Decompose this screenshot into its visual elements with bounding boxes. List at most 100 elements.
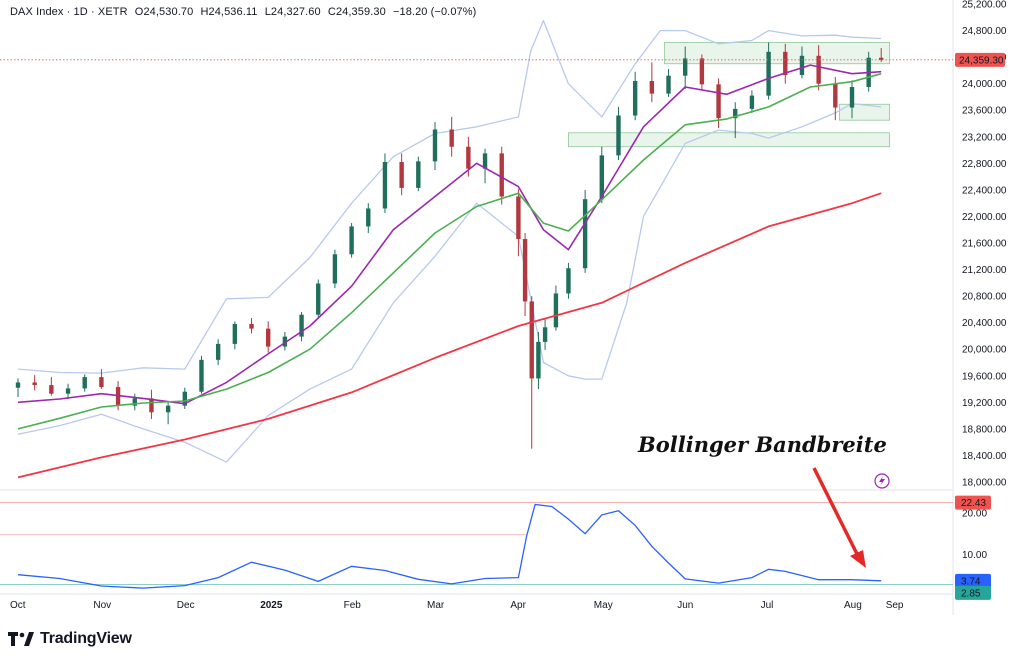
candle-up bbox=[542, 327, 548, 342]
candle-up bbox=[349, 226, 354, 255]
candle-up bbox=[432, 129, 438, 162]
time-tick-label: Apr bbox=[510, 600, 526, 611]
candle-down bbox=[699, 58, 705, 85]
candle-up bbox=[482, 153, 488, 169]
candle-up bbox=[15, 382, 21, 388]
time-tick-label: Mar bbox=[427, 600, 445, 611]
sma200-line bbox=[17, 192, 882, 479]
candle-up bbox=[165, 405, 171, 413]
candle-down bbox=[32, 382, 37, 386]
candle-up bbox=[182, 391, 187, 406]
time-tick-label: Jul bbox=[761, 600, 774, 611]
last-price-badge bbox=[955, 52, 1005, 67]
symbol-name[interactable]: DAX Index · 1D · XETR bbox=[10, 6, 128, 18]
candle-up bbox=[683, 58, 688, 76]
candle-up bbox=[416, 161, 421, 188]
price-tick-label: 22,000.00 bbox=[962, 212, 1007, 223]
bb-width-line bbox=[17, 503, 882, 589]
indicator-value-label: 3.74 bbox=[961, 576, 981, 587]
candle-up bbox=[282, 336, 288, 347]
candle-up bbox=[316, 283, 321, 315]
candle-down bbox=[466, 146, 471, 169]
bb_lower-line bbox=[17, 102, 882, 463]
price-tick-label: 19,600.00 bbox=[962, 371, 1007, 382]
tradingview-logo[interactable]: TradingView bbox=[8, 630, 132, 648]
high-value: H24,536.11 bbox=[200, 6, 258, 18]
price-tick-label: 21,600.00 bbox=[962, 239, 1007, 250]
candle-down bbox=[522, 239, 528, 302]
time-tick-label: Feb bbox=[344, 600, 362, 611]
candle-down bbox=[529, 301, 534, 379]
lightning-icon[interactable] bbox=[874, 473, 890, 489]
lightning-bolt-icon bbox=[879, 476, 885, 486]
price-tick-label: 22,400.00 bbox=[962, 185, 1007, 196]
price-tick-label: 18,400.00 bbox=[962, 451, 1007, 462]
candle-up bbox=[65, 388, 71, 394]
price-tick-label: 22,800.00 bbox=[962, 159, 1007, 170]
symbol-header: DAX Index · 1D · XETR O24,530.70 H24,536… bbox=[10, 6, 476, 18]
candle-down bbox=[149, 398, 154, 413]
time-tick-label: Oct bbox=[10, 600, 26, 611]
candle-down bbox=[649, 81, 655, 94]
annotation-arrow bbox=[812, 467, 860, 557]
tradingview-wordmark: TradingView bbox=[40, 630, 132, 647]
candle-down bbox=[816, 55, 821, 84]
candle-down bbox=[99, 377, 104, 388]
indicator-value-badge bbox=[955, 573, 991, 588]
low-value: L24,327.60 bbox=[264, 6, 321, 18]
candle-up bbox=[666, 75, 671, 94]
candle-up bbox=[599, 155, 604, 200]
candle-up bbox=[199, 359, 204, 392]
indicator-value-badge bbox=[955, 495, 991, 510]
price-tick-label: 19,200.00 bbox=[962, 398, 1007, 409]
price-tick-label: 24,000.00 bbox=[962, 79, 1007, 90]
price-tick-label: 18,800.00 bbox=[962, 424, 1007, 435]
close-value: C24,359.30 bbox=[327, 6, 386, 18]
change-value: −18.20 (−0.07%) bbox=[392, 6, 477, 18]
indicator-tick-label: 10.00 bbox=[962, 550, 987, 561]
price-tick-label: 23,200.00 bbox=[962, 132, 1007, 143]
candle-up bbox=[749, 95, 755, 109]
candle-up bbox=[632, 81, 638, 116]
candle-up bbox=[332, 254, 338, 284]
candle-up bbox=[232, 323, 238, 344]
candle-up bbox=[566, 268, 571, 294]
candle-down bbox=[783, 51, 788, 76]
indicator-tick-label: 20.00 bbox=[962, 508, 987, 519]
last-price-label: 24,359.30 bbox=[959, 55, 1004, 66]
candle-up bbox=[366, 208, 371, 227]
indicator-value-label: 2.85 bbox=[961, 588, 981, 599]
price-tick-label: 20,400.00 bbox=[962, 318, 1007, 329]
candle-down bbox=[878, 57, 884, 60]
candle-up bbox=[132, 398, 137, 406]
open-value: O24,530.70 bbox=[134, 6, 194, 18]
candle-down bbox=[516, 196, 521, 240]
candle-up bbox=[215, 343, 221, 360]
sma50-line bbox=[17, 72, 882, 430]
candle-down bbox=[449, 129, 454, 147]
candle-up bbox=[536, 341, 541, 379]
candle-up bbox=[799, 55, 805, 76]
candle-down bbox=[833, 83, 838, 108]
time-tick-label: Aug bbox=[844, 600, 862, 611]
price-tick-label: 25,200.00 bbox=[962, 0, 1007, 11]
time-tick-label: Dec bbox=[177, 600, 195, 611]
candle-up bbox=[82, 377, 87, 389]
price-tick-label: 21,200.00 bbox=[962, 265, 1007, 276]
indicator-value-badge bbox=[955, 585, 991, 600]
price-tick-label: 20,800.00 bbox=[962, 292, 1007, 303]
candle-down bbox=[266, 328, 271, 347]
candle-down bbox=[499, 153, 504, 197]
candle-down bbox=[49, 385, 54, 394]
candle-up bbox=[582, 199, 588, 269]
candle-up bbox=[299, 314, 304, 337]
support-zone bbox=[568, 132, 890, 148]
tradingview-icon bbox=[8, 632, 34, 646]
candle-down bbox=[249, 323, 254, 329]
price-tick-label: 18,000.00 bbox=[962, 478, 1007, 489]
candle-up bbox=[766, 51, 771, 96]
time-tick-label: Nov bbox=[93, 600, 111, 611]
price-tick-label: 20,000.00 bbox=[962, 345, 1007, 356]
annotation-arrowhead bbox=[850, 550, 866, 568]
